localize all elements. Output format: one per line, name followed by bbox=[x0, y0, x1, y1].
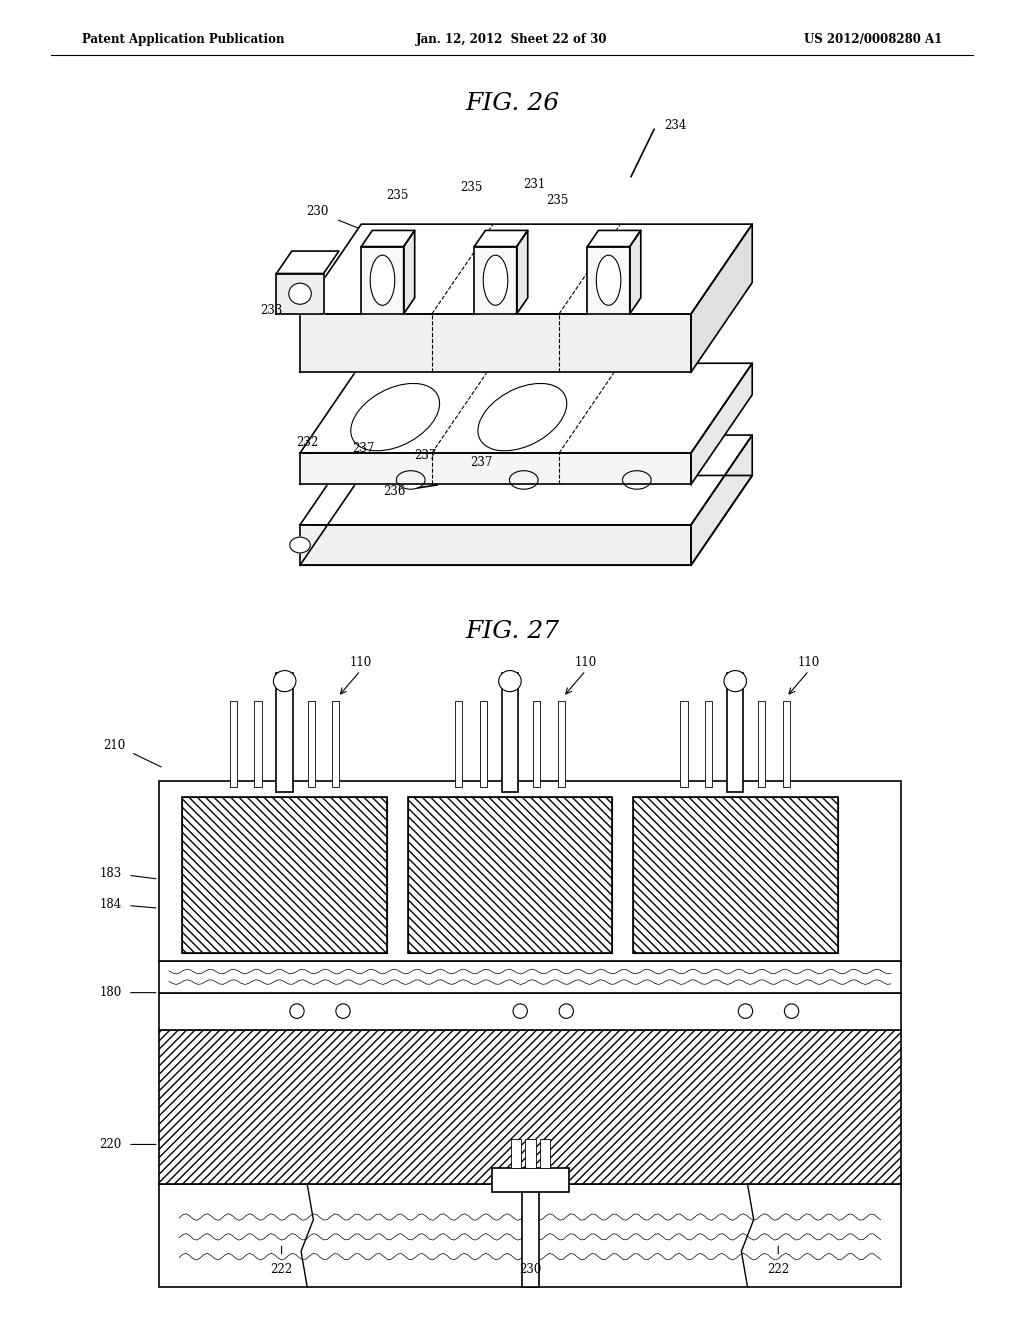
Text: 180: 180 bbox=[99, 986, 122, 999]
Bar bbox=[182, 797, 387, 953]
Text: 235: 235 bbox=[546, 194, 568, 207]
Bar bbox=[511, 1139, 521, 1168]
Text: 110: 110 bbox=[574, 656, 597, 669]
Bar bbox=[727, 673, 743, 792]
Ellipse shape bbox=[510, 471, 539, 490]
Text: 230: 230 bbox=[306, 205, 329, 218]
Polygon shape bbox=[588, 231, 641, 247]
Ellipse shape bbox=[289, 284, 311, 305]
Text: 237: 237 bbox=[470, 455, 493, 469]
Bar bbox=[540, 1139, 550, 1168]
Text: 236: 236 bbox=[383, 484, 406, 498]
Polygon shape bbox=[300, 436, 753, 525]
Ellipse shape bbox=[499, 671, 521, 692]
Text: US 2012/0008280 A1: US 2012/0008280 A1 bbox=[804, 33, 942, 46]
Bar bbox=[159, 993, 901, 1030]
Polygon shape bbox=[361, 247, 403, 314]
Text: 234: 234 bbox=[665, 119, 687, 132]
Text: 231: 231 bbox=[523, 178, 546, 191]
Ellipse shape bbox=[559, 1003, 573, 1019]
Bar bbox=[558, 701, 565, 787]
Bar bbox=[332, 701, 340, 787]
Polygon shape bbox=[300, 224, 753, 314]
Bar bbox=[408, 797, 612, 953]
Polygon shape bbox=[474, 231, 527, 247]
Bar bbox=[408, 797, 612, 953]
Text: 237: 237 bbox=[414, 449, 436, 462]
Text: 233: 233 bbox=[260, 304, 283, 317]
Text: 110: 110 bbox=[349, 656, 372, 669]
Text: 237: 237 bbox=[352, 442, 375, 455]
Polygon shape bbox=[691, 363, 753, 484]
Polygon shape bbox=[691, 436, 753, 565]
Ellipse shape bbox=[273, 671, 296, 692]
Bar bbox=[230, 701, 238, 787]
Text: 220: 220 bbox=[99, 1138, 122, 1151]
Ellipse shape bbox=[483, 255, 508, 305]
Bar bbox=[159, 961, 901, 993]
Polygon shape bbox=[300, 314, 691, 372]
Text: 230: 230 bbox=[519, 1263, 542, 1276]
Bar bbox=[534, 701, 541, 787]
Polygon shape bbox=[588, 247, 630, 314]
Ellipse shape bbox=[724, 671, 746, 692]
Bar bbox=[633, 797, 838, 953]
Text: FIG. 27: FIG. 27 bbox=[465, 620, 559, 643]
Text: 110: 110 bbox=[798, 656, 820, 669]
Bar bbox=[159, 781, 901, 961]
Text: 183: 183 bbox=[99, 867, 122, 880]
Ellipse shape bbox=[396, 471, 425, 490]
Bar bbox=[633, 797, 838, 953]
Ellipse shape bbox=[371, 255, 395, 305]
Bar bbox=[159, 1030, 901, 1184]
Bar bbox=[254, 701, 262, 787]
Bar bbox=[758, 701, 765, 787]
Ellipse shape bbox=[336, 1003, 350, 1019]
Polygon shape bbox=[300, 363, 753, 453]
Text: Patent Application Publication: Patent Application Publication bbox=[82, 33, 285, 46]
Text: 232: 232 bbox=[296, 436, 318, 449]
Bar bbox=[308, 701, 315, 787]
Bar bbox=[525, 1139, 536, 1168]
Bar bbox=[783, 701, 791, 787]
Text: 210: 210 bbox=[103, 739, 126, 752]
Bar bbox=[276, 673, 293, 792]
Bar bbox=[479, 701, 487, 787]
Text: 235: 235 bbox=[386, 189, 409, 202]
Text: 222: 222 bbox=[270, 1263, 293, 1276]
Ellipse shape bbox=[351, 383, 439, 451]
Ellipse shape bbox=[290, 1003, 304, 1019]
Bar bbox=[159, 1184, 901, 1287]
Bar bbox=[680, 701, 687, 787]
Polygon shape bbox=[276, 251, 339, 273]
Bar bbox=[182, 797, 387, 953]
Ellipse shape bbox=[478, 383, 566, 451]
Ellipse shape bbox=[596, 255, 621, 305]
Polygon shape bbox=[517, 231, 527, 314]
Polygon shape bbox=[276, 273, 324, 314]
Text: FIG. 26: FIG. 26 bbox=[465, 92, 559, 115]
Polygon shape bbox=[691, 224, 753, 372]
Text: 235: 235 bbox=[460, 181, 482, 194]
Bar bbox=[492, 1168, 569, 1192]
Polygon shape bbox=[300, 475, 753, 565]
Polygon shape bbox=[300, 525, 691, 565]
Text: 184: 184 bbox=[99, 898, 122, 911]
Polygon shape bbox=[474, 247, 517, 314]
Bar bbox=[455, 701, 463, 787]
Bar bbox=[522, 1173, 539, 1287]
Polygon shape bbox=[630, 231, 641, 314]
Ellipse shape bbox=[784, 1003, 799, 1019]
Text: 222: 222 bbox=[767, 1263, 790, 1276]
Bar bbox=[502, 673, 518, 792]
Ellipse shape bbox=[290, 537, 310, 553]
Text: Jan. 12, 2012  Sheet 22 of 30: Jan. 12, 2012 Sheet 22 of 30 bbox=[416, 33, 608, 46]
Ellipse shape bbox=[513, 1003, 527, 1019]
Bar bbox=[705, 701, 712, 787]
Ellipse shape bbox=[623, 471, 651, 490]
Polygon shape bbox=[361, 231, 415, 247]
Polygon shape bbox=[403, 231, 415, 314]
Polygon shape bbox=[300, 453, 691, 484]
Ellipse shape bbox=[738, 1003, 753, 1019]
